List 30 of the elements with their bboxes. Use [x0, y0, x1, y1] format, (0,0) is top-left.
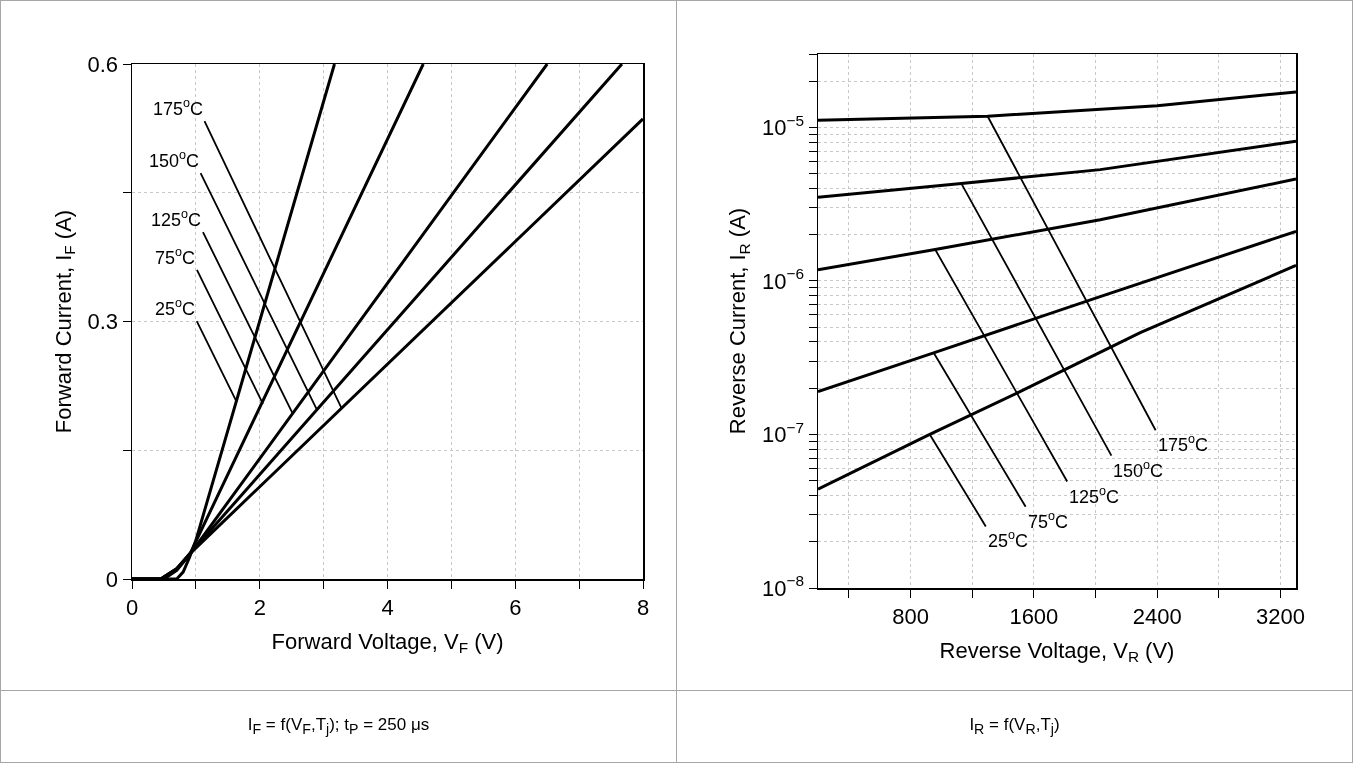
- y-tick-label: 10$^{−6}$: [762, 265, 805, 294]
- annotation: 25$^{o}$C: [988, 528, 1029, 551]
- x-axis-title: Forward Voltage, V$_{F}$ (V): [271, 628, 504, 657]
- annotation: 150$^{o}$C: [149, 148, 200, 171]
- x-tick-label: 8: [636, 594, 650, 620]
- y-tick-label: 10$^{−7}$: [762, 418, 805, 448]
- annotation: 125$^{o}$C: [151, 207, 202, 230]
- table-cell: I$_{F}$ = f(V$_{F}$,T$_{j}$); t$_{P}$ = 250 μs: [0, 690, 677, 763]
- y-tick-label: 10$^{−8}$: [762, 572, 805, 601]
- x-tick-label: 1600: [1009, 603, 1059, 629]
- y-tick-label: 0: [105, 566, 119, 592]
- annotation: 150$^{o}$C: [1113, 458, 1164, 481]
- annotation: 175$^{o}$C: [1158, 432, 1209, 455]
- x-tick-label: 0: [125, 594, 139, 620]
- annotation: 175$^{o}$C: [153, 96, 204, 119]
- x-tick-label: 2: [253, 594, 266, 620]
- x-tick-label: 3200: [1256, 603, 1306, 629]
- annotation: 25$^{o}$C: [155, 296, 196, 319]
- x-tick-label: 800: [892, 603, 929, 629]
- annotation: 75$^{o}$C: [1028, 509, 1069, 532]
- x-tick-label: 4: [381, 594, 394, 620]
- annotation: 75$^{o}$C: [155, 245, 196, 268]
- y-tick-label: 0.3: [87, 309, 119, 335]
- x-tick-label: 6: [509, 594, 522, 620]
- x-axis-title: Reverse Voltage, V$_{R}$ (V): [939, 637, 1175, 666]
- y-tick-label: 10$^{−5}$: [762, 111, 805, 140]
- y-tick-label: 0.6: [87, 51, 119, 77]
- annotation: 125$^{o}$C: [1069, 484, 1120, 507]
- table-cell: I$_{R}$ = f(V$_{R}$,T$_{j}$): [676, 690, 1353, 763]
- x-tick-label: 2400: [1132, 603, 1182, 629]
